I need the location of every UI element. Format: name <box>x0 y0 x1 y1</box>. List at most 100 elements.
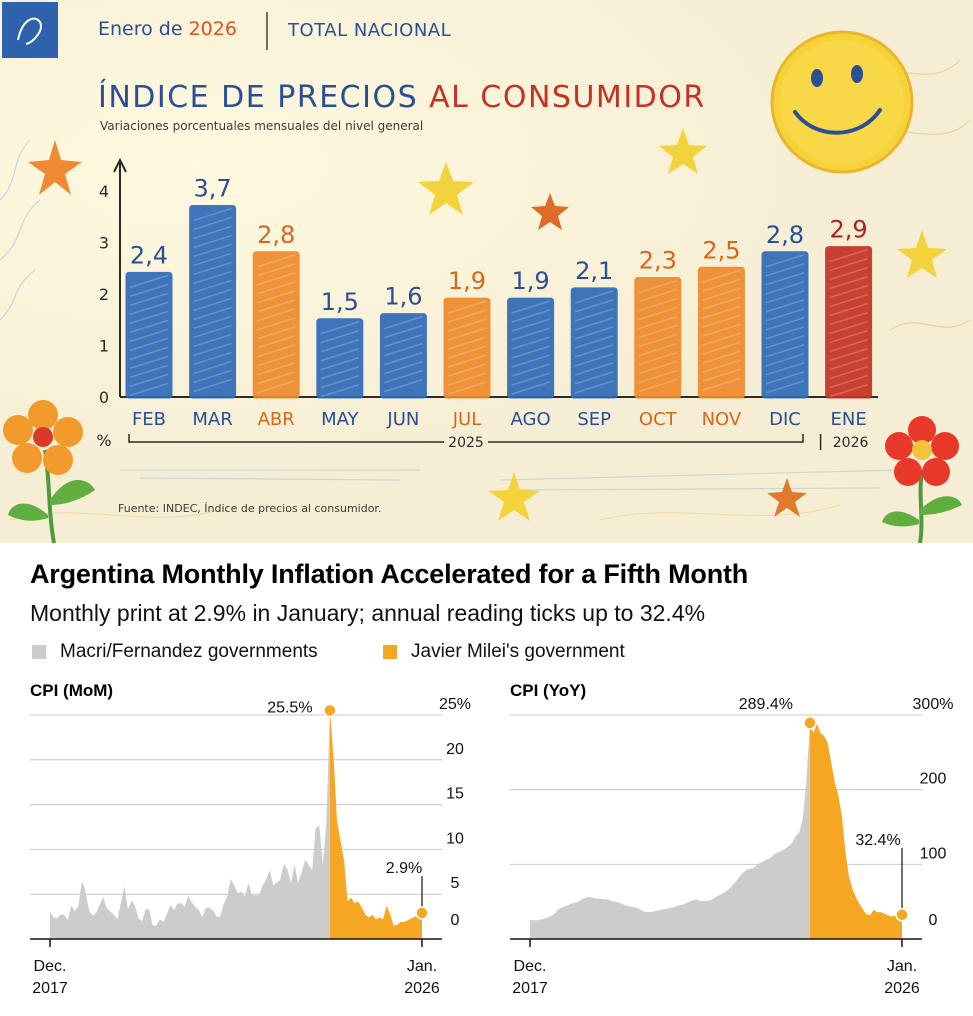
x-start-label-month: Dec. <box>514 958 547 975</box>
star-icon <box>897 230 947 278</box>
bar-hatch <box>511 336 550 350</box>
cpi-mom-chart: Dec. 2017 Jan. 2026 0 5 10 15 20 25% 25.5% 2.9% <box>30 696 471 997</box>
right-flower-icon <box>882 416 962 543</box>
y-unit-label: % <box>96 431 111 450</box>
bar-hatch <box>129 328 169 343</box>
bar-hatch <box>574 299 614 313</box>
bar-hatch <box>193 279 232 294</box>
y-tick-label: 100 <box>920 845 947 862</box>
bar-hatch <box>193 243 232 258</box>
bar-hatch <box>384 324 423 339</box>
x-category-label: FEB <box>132 409 166 430</box>
bar-hatch <box>638 315 678 330</box>
bar-abr <box>252 251 300 399</box>
x-category-label: ENE <box>830 409 866 430</box>
bar-group-ene: 2,9 ENE <box>825 216 873 430</box>
bar-group-feb: 2,4 FEB <box>125 241 173 430</box>
bar-group-jul: 1,9 JUL <box>443 267 491 430</box>
bar-hatch <box>256 308 296 322</box>
star-icon <box>418 162 474 215</box>
bar-hatch <box>765 326 805 340</box>
bar-hatch <box>511 300 550 314</box>
bar-hatch <box>320 375 360 389</box>
bar-hatch <box>256 326 296 340</box>
bar-hatch <box>384 378 423 393</box>
bar-value-label: 2,4 <box>130 241 168 269</box>
bar-hatch <box>193 306 232 321</box>
bar-group-dic: 2,8 DIC <box>761 221 809 430</box>
bar-hatch <box>320 339 360 353</box>
x-category-label: ABR <box>258 409 295 430</box>
bar-hatch <box>765 344 805 358</box>
year-bracket-2025 <box>128 434 804 443</box>
bar-hatch <box>702 332 741 346</box>
date-month: Enero de <box>98 18 183 40</box>
bar-hatch <box>193 333 232 348</box>
corner-logo <box>2 2 58 58</box>
bar-hatch <box>829 338 868 353</box>
latest-marker <box>415 906 429 920</box>
bar-hatch <box>129 301 169 316</box>
bar-group-nov: 2,5 NOV <box>697 236 745 430</box>
latest-annotation: 2.9% <box>386 860 422 877</box>
bar-hatch <box>384 351 423 366</box>
bar-sep <box>570 287 618 399</box>
y-tick-label: 15 <box>446 786 464 803</box>
bar-hatch <box>193 360 232 375</box>
bar-hatch <box>829 329 868 344</box>
bar-value-label: 2,9 <box>830 216 868 244</box>
bar-hatch <box>829 311 868 326</box>
bar-hatch <box>129 319 169 334</box>
bar-hatch <box>702 287 741 301</box>
bar-hatch <box>193 234 232 249</box>
bar-hatch <box>574 326 614 340</box>
bar-hatch <box>829 293 868 308</box>
bar-hatch <box>638 351 678 366</box>
y-tick-label: 10 <box>446 830 464 847</box>
bar-value-label: 2,3 <box>639 247 677 275</box>
bar-hatch <box>256 299 296 313</box>
x-end-label-year: 2026 <box>404 980 440 997</box>
poster-axis: 0 1 2 3 4% 2025 2026 <box>96 157 878 451</box>
bar-hatch <box>765 290 805 304</box>
inflation-poster: 0 1 2 3 4% 2025 2026 2,4 FEB 3,7 MAR 2,8 ABR 1,5 MAY 1… <box>0 0 973 543</box>
bar-hatch <box>829 257 868 272</box>
bar-group-jun: 1,6 JUN <box>379 283 427 430</box>
bar-hatch <box>129 292 169 307</box>
bar-nov <box>697 266 745 399</box>
bar-hatch <box>384 315 423 330</box>
bar-hatch <box>256 335 296 349</box>
bar-hatch <box>193 225 232 240</box>
bar-jul <box>443 297 491 399</box>
bar-hatch <box>765 263 805 277</box>
bar-hatch <box>702 368 741 382</box>
bar-hatch <box>384 333 423 348</box>
x-end-label-month: Jan. <box>407 958 437 975</box>
bar-hatch <box>129 346 169 361</box>
bar-value-label: 2,1 <box>575 257 613 285</box>
x-category-label: JUL <box>452 409 482 430</box>
bar-hatch <box>574 362 614 376</box>
bar-hatch <box>829 248 868 263</box>
bar-hatch <box>702 359 741 373</box>
bar-hatch <box>829 302 868 317</box>
header-divider <box>266 12 268 50</box>
bar-hatch <box>256 353 296 367</box>
bar-hatch <box>702 305 741 319</box>
bar-hatch <box>256 254 296 268</box>
bar-hatch <box>574 380 614 394</box>
chart-subheadline: Monthly print at 2.9% in January; annual… <box>30 600 706 626</box>
year-label-2026: 2026 <box>833 435 869 451</box>
bar-dic <box>761 251 809 399</box>
x-end-label-year: 2026 <box>884 980 920 997</box>
bar-hatch <box>447 318 487 332</box>
bar-hatch <box>702 350 741 364</box>
bar-hatch <box>702 341 741 355</box>
bar-hatch <box>765 299 805 313</box>
bar-hatch <box>256 371 296 385</box>
bar-hatch <box>256 263 296 277</box>
bar-hatch <box>384 360 423 375</box>
bar-hatch <box>638 288 678 303</box>
y-tick-label: 5 <box>451 875 460 892</box>
